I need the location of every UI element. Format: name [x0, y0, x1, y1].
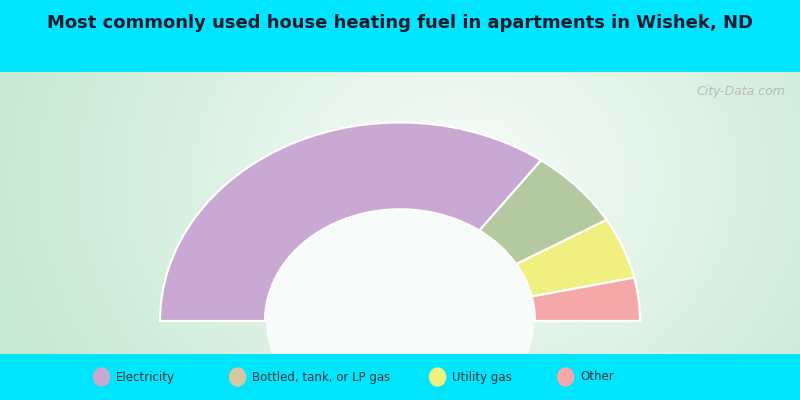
Text: City-Data.com: City-Data.com: [696, 85, 785, 98]
Wedge shape: [479, 160, 606, 264]
Text: Utility gas: Utility gas: [452, 370, 512, 384]
Ellipse shape: [429, 367, 446, 387]
Text: Electricity: Electricity: [116, 370, 175, 384]
Ellipse shape: [557, 367, 574, 387]
Ellipse shape: [93, 367, 110, 387]
Text: Most commonly used house heating fuel in apartments in Wishek, ND: Most commonly used house heating fuel in…: [47, 14, 753, 32]
Wedge shape: [516, 220, 634, 296]
Ellipse shape: [229, 367, 246, 387]
Circle shape: [266, 210, 534, 400]
Wedge shape: [160, 122, 541, 321]
Text: Bottled, tank, or LP gas: Bottled, tank, or LP gas: [252, 370, 390, 384]
Wedge shape: [532, 278, 640, 321]
Text: Other: Other: [580, 370, 614, 384]
